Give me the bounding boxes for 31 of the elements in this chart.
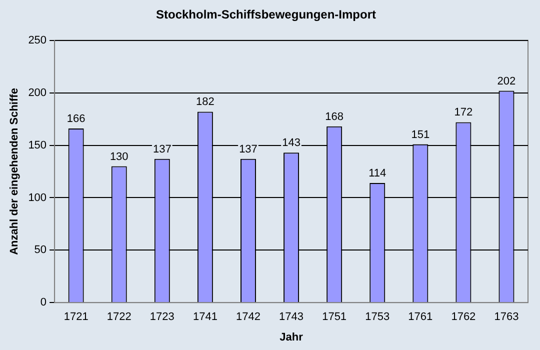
data-label: 172 [454,106,473,119]
data-label: 166 [66,113,86,126]
data-label: 202 [497,75,516,88]
x-tick-label: 1741 [192,311,218,324]
x-tick-label: 1742 [236,311,260,324]
x-tick-label: 1753 [365,311,390,324]
data-label: 137 [239,143,258,156]
y-tick-label: 150 [28,139,47,152]
data-label: 130 [110,150,128,163]
x-tick-label: 1762 [451,311,476,324]
x-tick-label: 1761 [408,311,433,324]
data-label: 143 [282,137,300,150]
data-label: 114 [368,168,386,180]
y-tick-label: 200 [28,86,47,99]
x-tick-label: 1743 [279,311,304,324]
data-label: 168 [325,110,344,123]
x-axis-title: Jahr [280,331,304,344]
data-label: 151 [411,128,430,141]
x-tick-label: 1763 [494,311,519,324]
data-label: 137 [152,143,172,156]
y-tick-label: 0 [40,296,47,309]
chart-title: Stockholm-Schiffsbewegungen-Import [156,8,376,22]
x-tick-label: 1751 [322,311,347,324]
y-axis-title: Anzahl der eingehenden Schiffe [8,88,21,255]
x-tick-label: 1723 [150,311,174,324]
x-tick-label: 1722 [106,311,132,324]
x-tick-label: 1721 [64,311,88,324]
y-tick-label: 250 [28,34,47,46]
y-tick-label: 100 [28,192,47,204]
data-label: 182 [196,96,214,108]
y-tick-label: 50 [34,244,47,256]
